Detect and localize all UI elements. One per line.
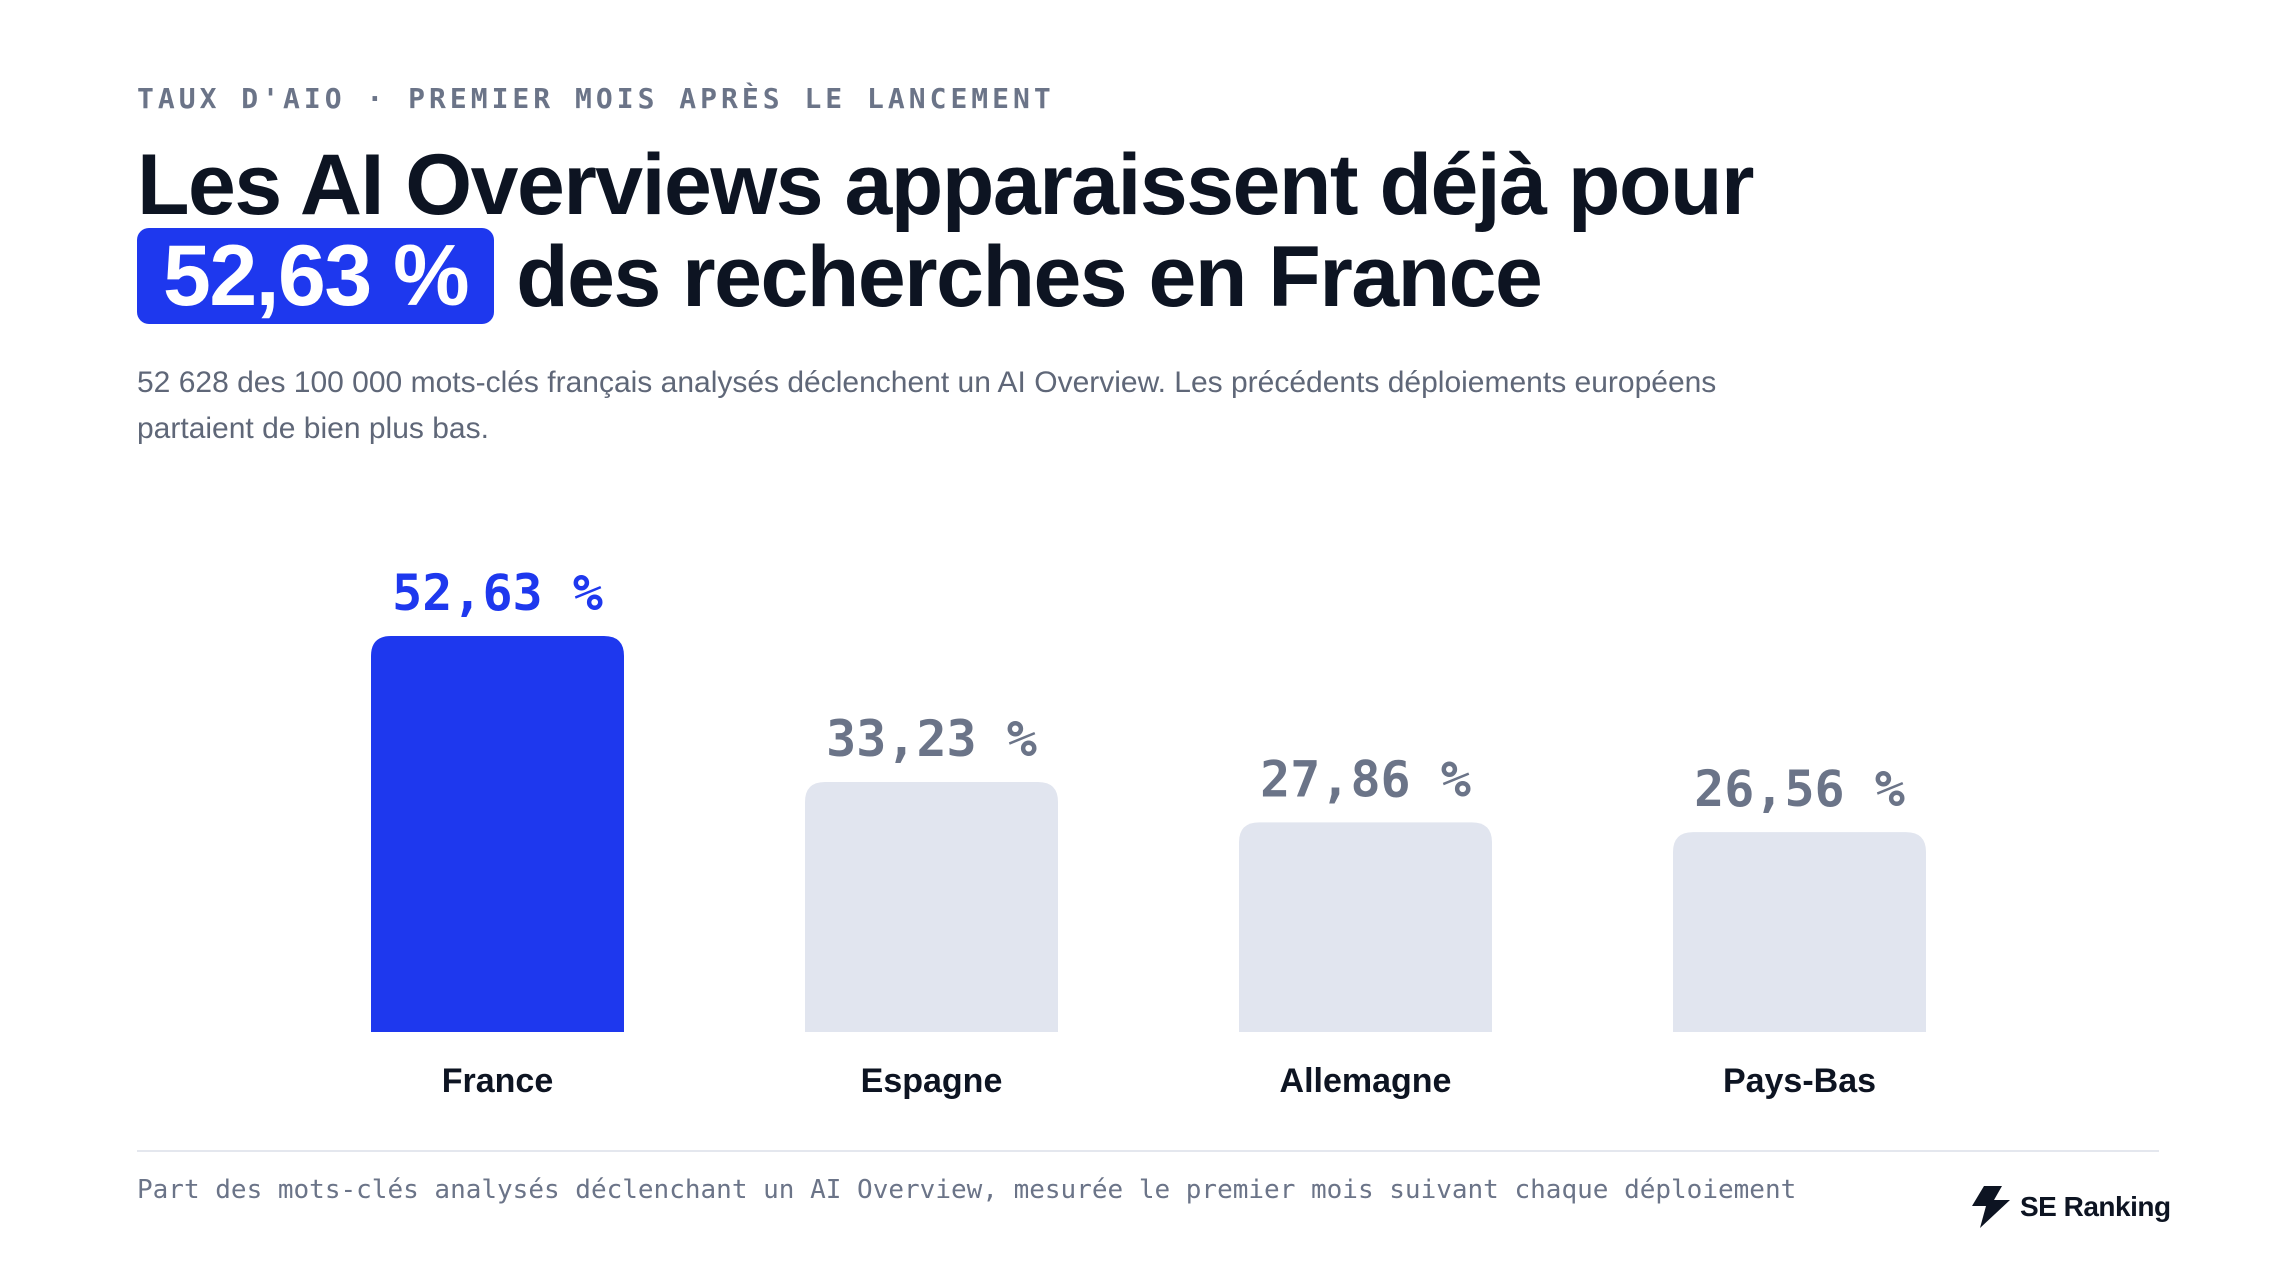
headline-line-1: Les AI Overviews apparaissent déjà pour xyxy=(137,137,1754,233)
headline-line-2-text: des recherches en France xyxy=(516,229,1543,325)
se-ranking-logo-icon xyxy=(1972,1186,2010,1228)
headline-highlight-badge: 52,63 % xyxy=(137,228,495,324)
page-title: Les AI Overviews apparaissent déjà pour … xyxy=(137,137,2137,325)
brand-logo: SE Ranking xyxy=(1970,1184,2171,1230)
x-tick-label: Espagne xyxy=(861,1062,1003,1100)
headline-line-2: 52,63 % des recherches en France xyxy=(137,228,2137,325)
bar-value-label: 52,63 % xyxy=(392,564,603,622)
x-tick-label: Allemagne xyxy=(1280,1062,1452,1100)
chart-subtitle: 52 628 des 100 000 mots-clés français an… xyxy=(137,366,1717,445)
brand-name: SE Ranking xyxy=(2020,1191,2171,1222)
bar-espagne xyxy=(805,781,1058,1032)
bar-value-label: 27,86 % xyxy=(1260,750,1471,808)
bar-allemagne xyxy=(1239,822,1492,1032)
x-tick-label: France xyxy=(442,1062,554,1100)
chart-footnote: Part des mots-clés analysés déclenchant … xyxy=(137,1175,1797,1205)
bar-pays-bas xyxy=(1673,832,1926,1032)
bar-value-label: 33,23 % xyxy=(826,710,1037,768)
bar-france xyxy=(371,636,624,1032)
x-tick-label: Pays-Bas xyxy=(1723,1062,1876,1100)
bar-value-label: 26,56 % xyxy=(1694,760,1905,818)
footer-divider xyxy=(137,1150,2159,1152)
chart-eyebrow: TAUX D'AIO · PREMIER MOIS APRÈS LE LANCE… xyxy=(137,82,1055,115)
bar-chart-bars: 52,63 % France 33,23 % Espagne 27,86 % Allema… xyxy=(371,564,1926,1100)
